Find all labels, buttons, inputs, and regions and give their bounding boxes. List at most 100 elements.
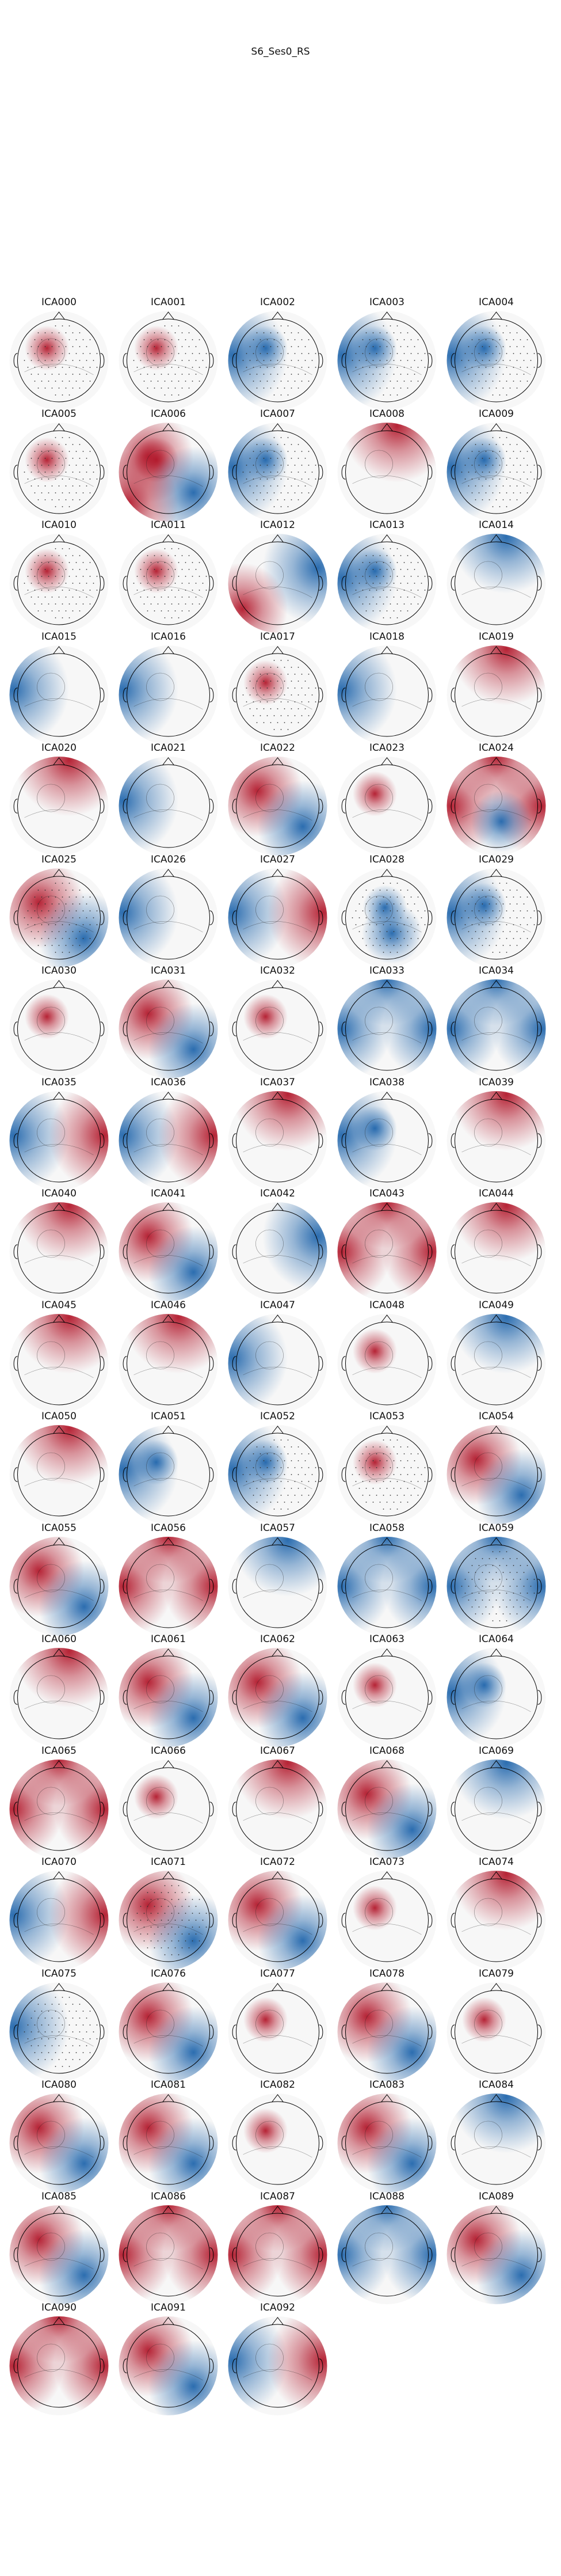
sensor-dot [495,374,497,375]
sensor-dot [352,583,353,584]
sensor-dot [68,951,70,953]
sensor-dot [485,450,487,452]
head-outline [236,430,319,514]
sensor-dot [140,1906,142,1907]
sensor-dot [75,603,77,605]
topomap-blob [9,1202,109,1301]
sensor-dot [72,346,74,347]
sensor-dot [79,2031,81,2032]
sensor-dot [256,374,258,375]
sensor-dot [185,1913,186,1914]
sensor-dot [167,346,169,347]
topomap-field [446,1091,546,1190]
nose-outline [53,2317,65,2326]
topomap-label: ICA011 [151,519,186,531]
sensor-dot [68,478,70,480]
sensor-dot [297,1488,299,1489]
sensor-dot [284,708,285,709]
sensor-dot [164,1913,166,1914]
topomap-field [228,757,327,856]
topomap-blob [228,1202,327,1301]
sensor-dot [192,562,193,563]
sensor-dot [185,562,186,563]
topomap-field [446,1648,546,1747]
sensor-dot [140,1933,142,1935]
sensor-dot [164,576,166,577]
sensor-dot [516,1557,518,1559]
right-ear-outline [428,1244,433,1259]
topomap-blob [9,2094,109,2193]
nose-outline [381,980,393,989]
sensor-dot [291,499,292,500]
nose-outline [53,534,65,543]
sensor-dot [181,1906,183,1907]
sensor-dot [478,910,480,911]
sensor-dot [506,436,507,438]
sensor-dot [403,381,405,382]
sensor-dot [478,464,480,466]
sensor-dot [62,924,63,925]
sensor-dot [513,478,514,480]
sensor-dot [365,1488,367,1489]
sensor-dot [263,1446,265,1447]
sensor-dot [287,436,289,438]
sensor-dot [79,387,81,389]
sensor-dot [280,1467,282,1468]
sensor-dot [492,450,494,452]
sensor-dot [482,944,483,946]
sensor-dot [506,450,507,452]
sensor-dot [396,576,398,577]
topomap-label: ICA059 [479,1522,514,1534]
sensor-dot [410,937,412,939]
sensor-dot [37,2003,39,2005]
sensor-dot [68,548,70,549]
sensor-dot [157,1927,159,1928]
left-ear-outline [451,1244,455,1259]
sensor-dot [34,2051,36,2053]
sensor-dot [478,1578,480,1580]
sensor-dot [263,708,265,709]
sensor-dot [253,367,254,368]
sensor-dot [65,2003,67,2005]
sensor-dot [526,381,528,382]
sensor-dot [280,381,282,382]
sensor-dot [400,1488,402,1489]
sensor-dot [379,569,381,570]
sensor-dot [89,367,91,368]
sensor-dot [372,374,374,375]
sensor-dot [273,325,275,326]
sensor-dot [86,2031,87,2032]
sensor-dot [414,930,415,932]
sensor-dot [202,360,204,361]
sensor-dot [485,464,487,466]
sensor-dot [284,1488,285,1489]
sensor-dot [171,1927,173,1928]
topomap-head [9,645,109,744]
sensor-dot [37,930,39,932]
sensor-dot [365,889,367,891]
nose-outline [490,1982,502,1991]
sensor-dot [308,353,310,354]
sensor-dot [301,687,303,689]
topomap-head [337,1536,437,1636]
sensor-dot [530,360,532,361]
sensor-dot [192,1940,193,1942]
head-outline [236,2213,319,2296]
sensor-dot [513,924,514,925]
sensor-dot [301,1481,303,1482]
sensor-dot [520,450,521,452]
sensor-dot [154,360,155,361]
sensor-dot [34,339,36,340]
sensor-dot [48,576,49,577]
sensor-dot [34,2038,36,2039]
sensor-dot [280,353,282,354]
sensor-dot [48,2024,49,2026]
topomap-head [228,1536,327,1636]
sensor-dot [410,590,412,591]
sensor-dot [181,596,183,598]
sensor-dot [82,2038,84,2039]
sensor-dot [526,478,528,480]
sensor-dot [48,353,49,354]
topomap-ica066: ICA066 [118,1745,219,1860]
sensor-dot [30,596,32,598]
